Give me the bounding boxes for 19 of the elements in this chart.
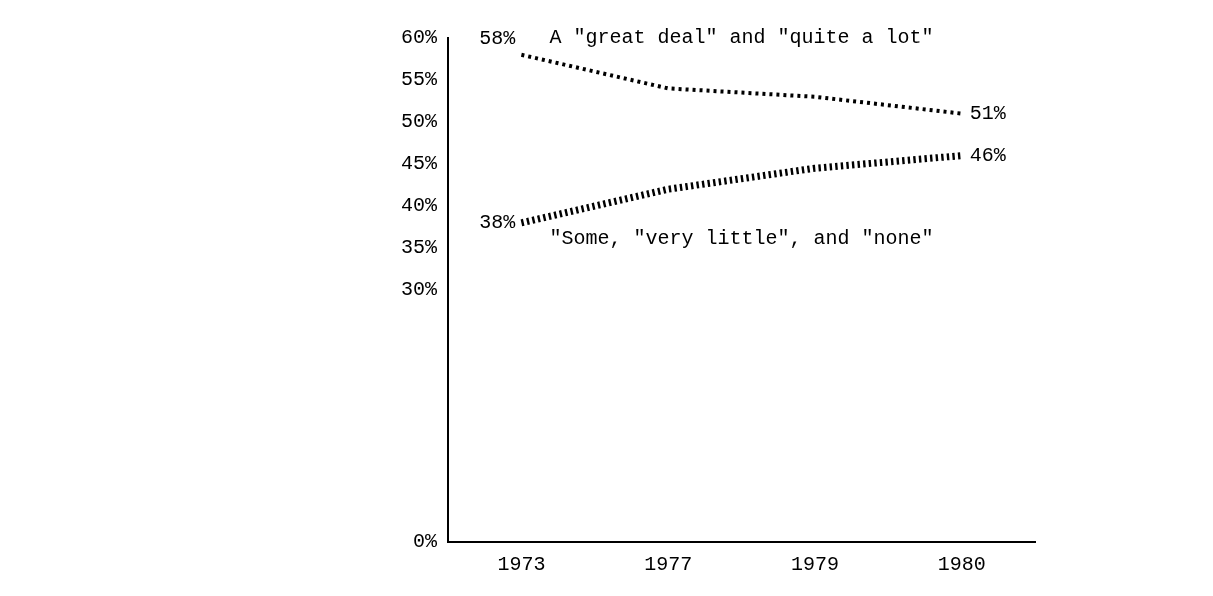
y-tick-label: 55% bbox=[400, 68, 438, 92]
y-tick-label: 0% bbox=[412, 530, 438, 554]
y-tick-label: 45% bbox=[400, 152, 438, 176]
y-tick-label: 40% bbox=[400, 194, 438, 218]
y-tick-label: 30% bbox=[400, 278, 438, 302]
x-tick-label: 1979 bbox=[790, 553, 839, 577]
series-label: "Some, "very little", and "none" bbox=[549, 227, 934, 250]
series-label: A "great deal" and "quite a lot" bbox=[549, 25, 934, 49]
data-label: 38% bbox=[479, 211, 517, 235]
data-label: 46% bbox=[969, 143, 1007, 167]
x-tick-label: 1977 bbox=[644, 553, 693, 577]
y-tick-label: 60% bbox=[400, 26, 438, 50]
y-tick-label: 50% bbox=[400, 110, 438, 134]
line-series bbox=[519, 52, 964, 116]
data-label: 51% bbox=[969, 101, 1007, 125]
data-label: 58% bbox=[479, 27, 517, 51]
y-tick-label: 35% bbox=[400, 236, 438, 260]
x-tick-label: 1980 bbox=[937, 553, 986, 577]
x-tick-label: 1973 bbox=[497, 553, 546, 577]
